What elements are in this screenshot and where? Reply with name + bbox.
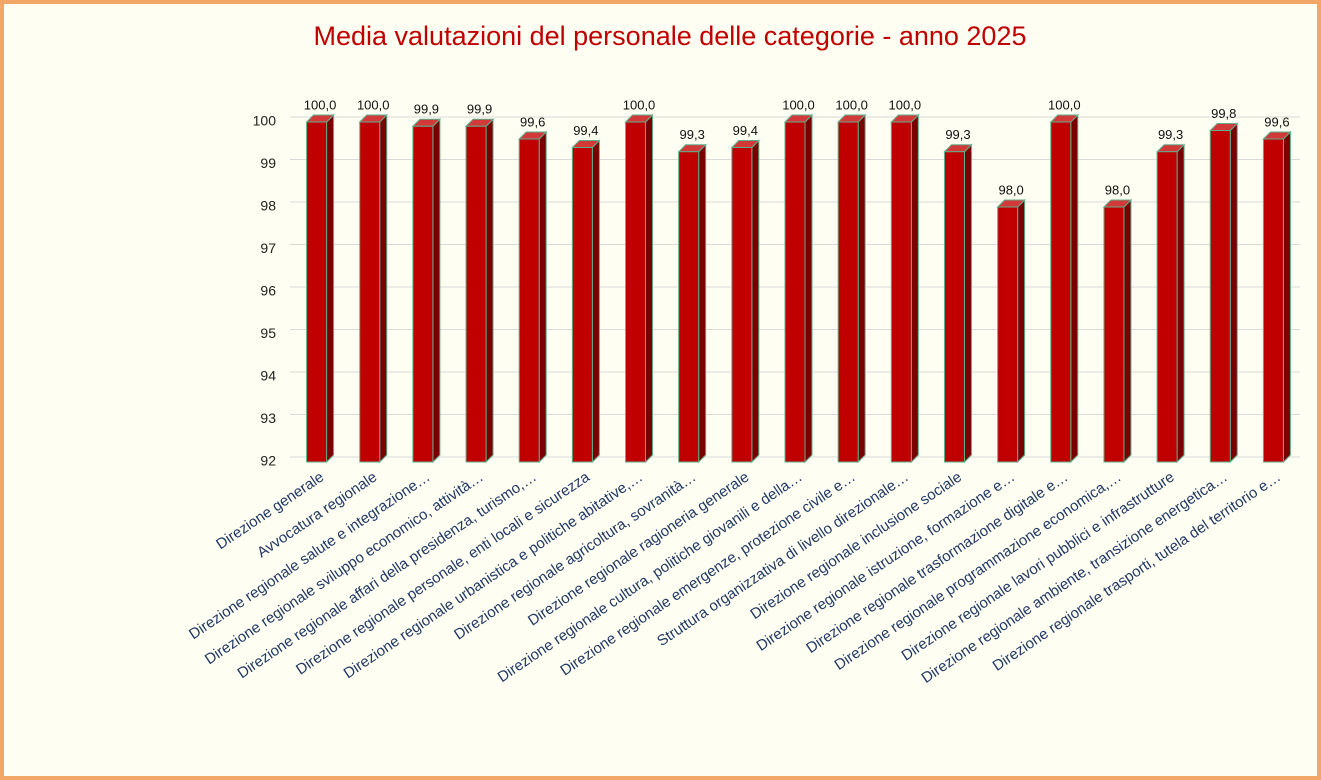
bar-side	[751, 139, 760, 464]
bar	[997, 206, 1019, 463]
bar-side	[645, 113, 654, 464]
y-tick-label: 92	[260, 453, 276, 469]
bar-side	[591, 139, 600, 464]
value-label: 99,3	[1158, 127, 1183, 142]
bar	[1156, 151, 1178, 463]
bar-side	[1176, 143, 1185, 464]
bar	[465, 125, 487, 463]
bar	[943, 151, 965, 463]
bar-side	[1229, 122, 1238, 464]
bar	[1050, 121, 1072, 463]
bar-side	[432, 118, 441, 464]
value-label: 100,0	[357, 97, 390, 112]
chart-title: Media valutazioni del personale delle ca…	[314, 21, 1027, 51]
bar	[625, 121, 647, 463]
value-label: 99,9	[414, 102, 439, 117]
bar-side	[538, 130, 547, 464]
value-label: 99,3	[945, 127, 970, 142]
bar-side	[379, 113, 388, 464]
bar	[1103, 206, 1125, 463]
value-label: 100,0	[304, 97, 337, 112]
value-label: 99,4	[733, 123, 758, 138]
bar	[837, 121, 859, 463]
bar	[359, 121, 381, 463]
bar-side	[910, 113, 919, 464]
y-tick-label: 95	[260, 325, 276, 341]
bar	[731, 147, 753, 463]
value-label: 100,0	[889, 97, 922, 112]
value-label: 98,0	[1105, 182, 1130, 197]
bar	[518, 138, 540, 463]
y-tick-label: 97	[260, 240, 276, 256]
bar-side	[804, 113, 813, 464]
value-label: 100,0	[835, 97, 868, 112]
value-label: 99,3	[680, 127, 705, 142]
value-label: 100,0	[782, 97, 815, 112]
value-label: 100,0	[623, 97, 656, 112]
bar	[306, 121, 328, 463]
bar	[784, 121, 806, 463]
bar	[890, 121, 912, 463]
bar	[1262, 138, 1284, 463]
bar-side	[857, 113, 866, 464]
y-tick-label: 93	[260, 410, 276, 426]
bar-side	[963, 143, 972, 464]
y-tick-label: 98	[260, 198, 276, 214]
bar-side	[698, 143, 707, 464]
value-label: 99,6	[520, 114, 545, 129]
bar-side	[1017, 198, 1026, 464]
bar-side	[1282, 130, 1291, 464]
bar	[678, 151, 700, 463]
y-tick-label: 99	[260, 155, 276, 171]
value-label: 100,0	[1048, 97, 1081, 112]
bar-side	[485, 118, 494, 464]
value-label: 99,8	[1211, 106, 1236, 121]
y-tick-label: 96	[260, 283, 276, 299]
bar	[571, 147, 593, 463]
value-label: 99,4	[573, 123, 598, 138]
bar-side	[1070, 113, 1079, 464]
bar-side	[1123, 198, 1132, 464]
value-label: 99,6	[1264, 114, 1289, 129]
y-tick-label: 94	[260, 368, 276, 384]
bar	[1209, 130, 1231, 463]
value-label: 99,9	[467, 102, 492, 117]
bar	[412, 125, 434, 463]
value-label: 98,0	[998, 182, 1023, 197]
bar-side	[326, 113, 335, 464]
y-tick-label: 100	[253, 113, 277, 129]
